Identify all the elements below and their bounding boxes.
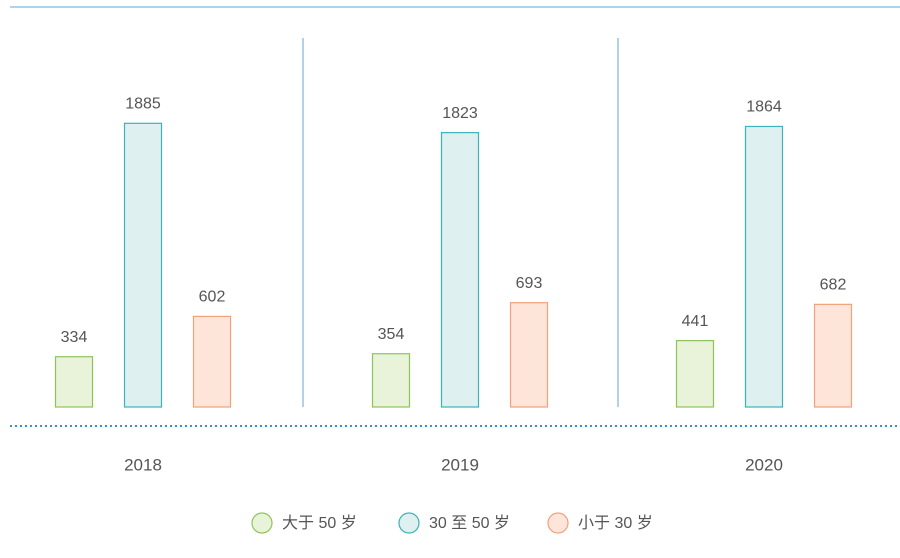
x-tick-label: 2019 <box>441 455 479 474</box>
value-label: 1864 <box>746 99 782 116</box>
legend-label: 大于 50 岁 <box>282 514 357 532</box>
bar <box>371 353 411 408</box>
value-label: 1823 <box>442 105 478 122</box>
bar <box>744 125 784 408</box>
value-label: 441 <box>682 313 709 330</box>
value-label: 693 <box>516 275 543 292</box>
legend-swatch <box>547 512 569 534</box>
bar <box>675 340 715 408</box>
bar <box>192 315 232 408</box>
value-label: 334 <box>61 329 88 346</box>
bar <box>123 122 163 408</box>
bar <box>509 302 549 408</box>
bar <box>54 356 94 408</box>
value-label: 602 <box>199 289 226 306</box>
bar <box>440 132 480 408</box>
x-tick-label: 2018 <box>124 455 162 474</box>
legend-label: 小于 30 岁 <box>578 514 653 532</box>
x-tick-label: 2020 <box>745 455 783 474</box>
value-label: 354 <box>378 326 405 343</box>
legend-swatch <box>398 512 420 534</box>
value-label: 1885 <box>125 96 161 113</box>
legend-swatch <box>251 512 273 534</box>
bar <box>813 303 853 408</box>
value-label: 682 <box>820 277 847 294</box>
legend-label: 30 至 50 岁 <box>429 514 510 532</box>
